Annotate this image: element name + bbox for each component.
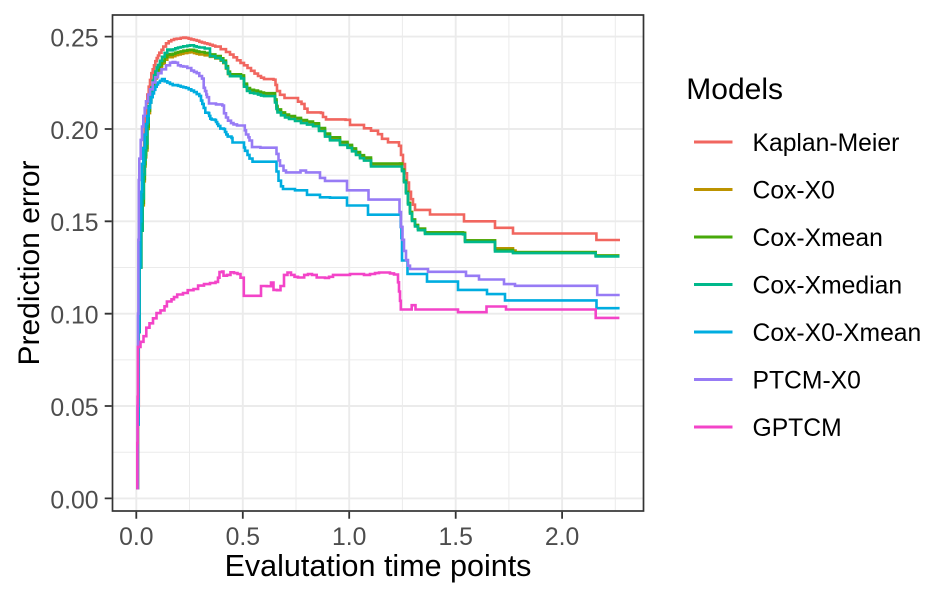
svg-text:Cox-X0-Xmean: Cox-X0-Xmean [753, 320, 922, 347]
svg-text:1.0: 1.0 [332, 524, 366, 551]
svg-text:Prediction error: Prediction error [13, 160, 46, 365]
svg-text:PTCM-X0: PTCM-X0 [753, 368, 861, 395]
svg-text:0.0: 0.0 [119, 524, 153, 551]
svg-text:2.0: 2.0 [545, 524, 579, 551]
svg-text:Cox-Xmean: Cox-Xmean [753, 225, 883, 252]
svg-text:0.20: 0.20 [50, 118, 98, 145]
svg-text:0.00: 0.00 [50, 487, 98, 514]
svg-text:0.05: 0.05 [50, 395, 98, 422]
svg-text:Kaplan-Meier: Kaplan-Meier [753, 130, 900, 157]
svg-text:Models: Models [686, 73, 783, 106]
svg-text:Cox-Xmedian: Cox-Xmedian [753, 273, 903, 300]
svg-text:Evalutation time points: Evalutation time points [225, 549, 532, 583]
svg-text:GPTCM: GPTCM [753, 415, 842, 442]
svg-text:0.25: 0.25 [50, 26, 98, 53]
svg-text:0.15: 0.15 [50, 210, 98, 237]
svg-text:0.5: 0.5 [226, 524, 260, 551]
svg-text:0.10: 0.10 [50, 303, 98, 330]
svg-text:Cox-X0: Cox-X0 [753, 178, 835, 205]
svg-text:1.5: 1.5 [438, 524, 472, 551]
